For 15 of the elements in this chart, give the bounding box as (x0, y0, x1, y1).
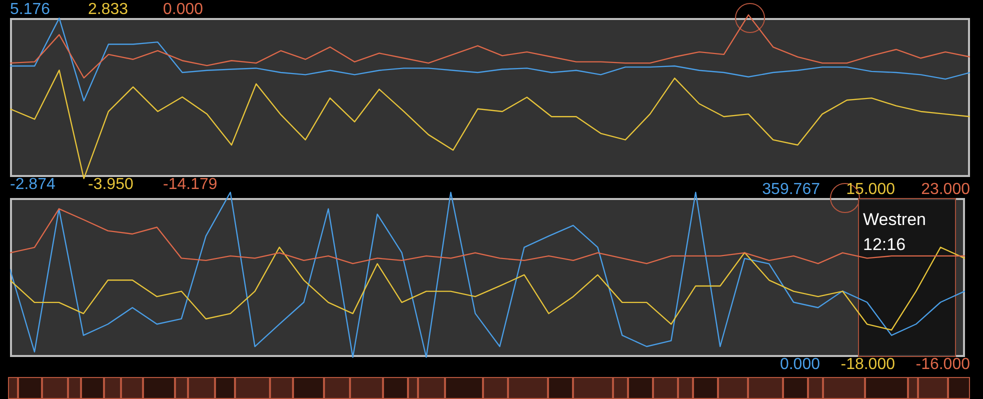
y2-tick-label: 2.833 (88, 1, 128, 18)
annotation: Westren 12:16 (862, 209, 927, 256)
y3-tick-label: -16.000 (916, 356, 970, 373)
y-tick-label: 359.767 (762, 181, 820, 198)
y-tick-label: 5.176 (10, 1, 50, 18)
line-series (10, 18, 970, 102)
line-series (10, 70, 970, 180)
y3-tick-label: 0.000 (163, 1, 204, 18)
y2-tick-label: -18.000 (840, 356, 895, 373)
y3-tick-label: 23.000 (921, 181, 970, 198)
y-tick-label: -2.874 (10, 176, 56, 193)
y2-tick-label: -3.950 (88, 176, 134, 193)
line-series (10, 208, 965, 264)
tooltip-box: Westren 12:16 (858, 198, 956, 357)
y3-tick-label: -14.179 (163, 176, 218, 193)
